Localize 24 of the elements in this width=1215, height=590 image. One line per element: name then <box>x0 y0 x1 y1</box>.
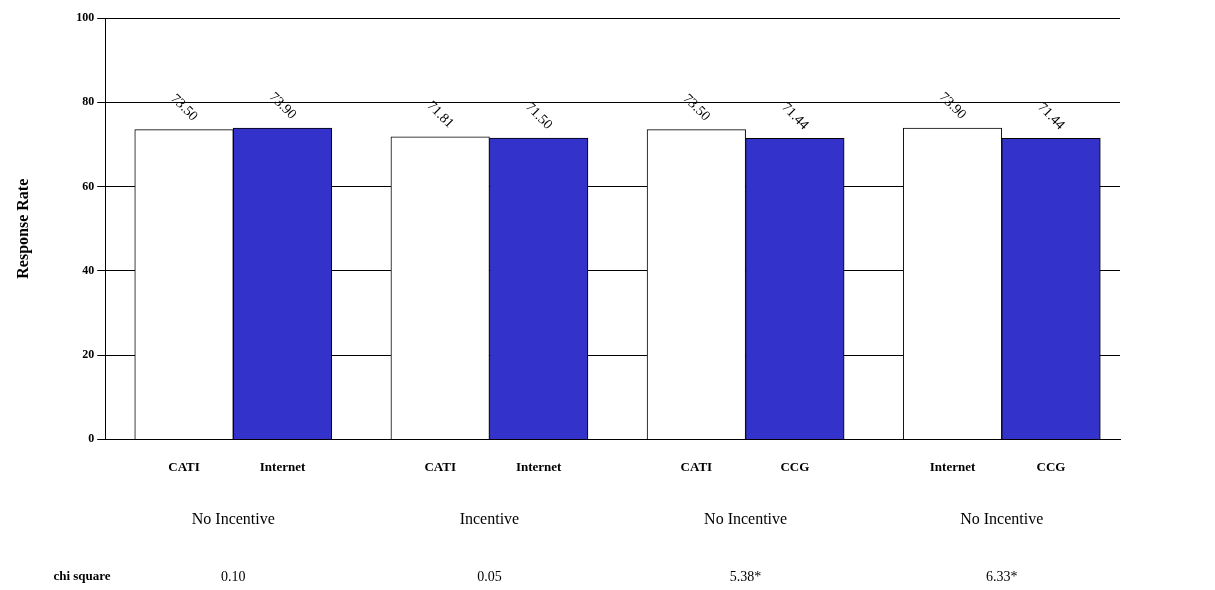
y-tick-label: 0 <box>88 431 95 446</box>
x-tick-label: CCG <box>780 458 810 474</box>
x-tick-label: Internet <box>515 458 563 474</box>
x-tick-label: CCG <box>1036 458 1066 474</box>
text: 5.38* <box>729 568 762 584</box>
text: 0.10 <box>221 568 246 584</box>
text: 6.33* <box>986 568 1018 584</box>
y-tick-label: 20 <box>82 347 95 362</box>
y-tick-label: 40 <box>82 262 95 277</box>
x-tick-label: Internet <box>929 458 976 474</box>
text: 0.05 <box>477 568 502 584</box>
x-tick-label: CATI <box>424 458 456 474</box>
text: chi square <box>53 568 111 584</box>
x-tick-label: Internet <box>259 458 306 474</box>
text: Incentive <box>459 510 520 528</box>
x-tick-label: CATI <box>680 458 713 474</box>
y-axis-title: Response Rate <box>13 178 32 279</box>
x-tick-label: CATI <box>168 458 200 474</box>
y-tick-label: 100 <box>76 10 95 25</box>
text: No Incentive <box>960 510 1044 528</box>
text: No Incentive <box>704 510 788 528</box>
y-tick-label: 60 <box>82 178 95 193</box>
text: No Incentive <box>191 510 275 528</box>
y-tick-label: 80 <box>82 94 95 109</box>
